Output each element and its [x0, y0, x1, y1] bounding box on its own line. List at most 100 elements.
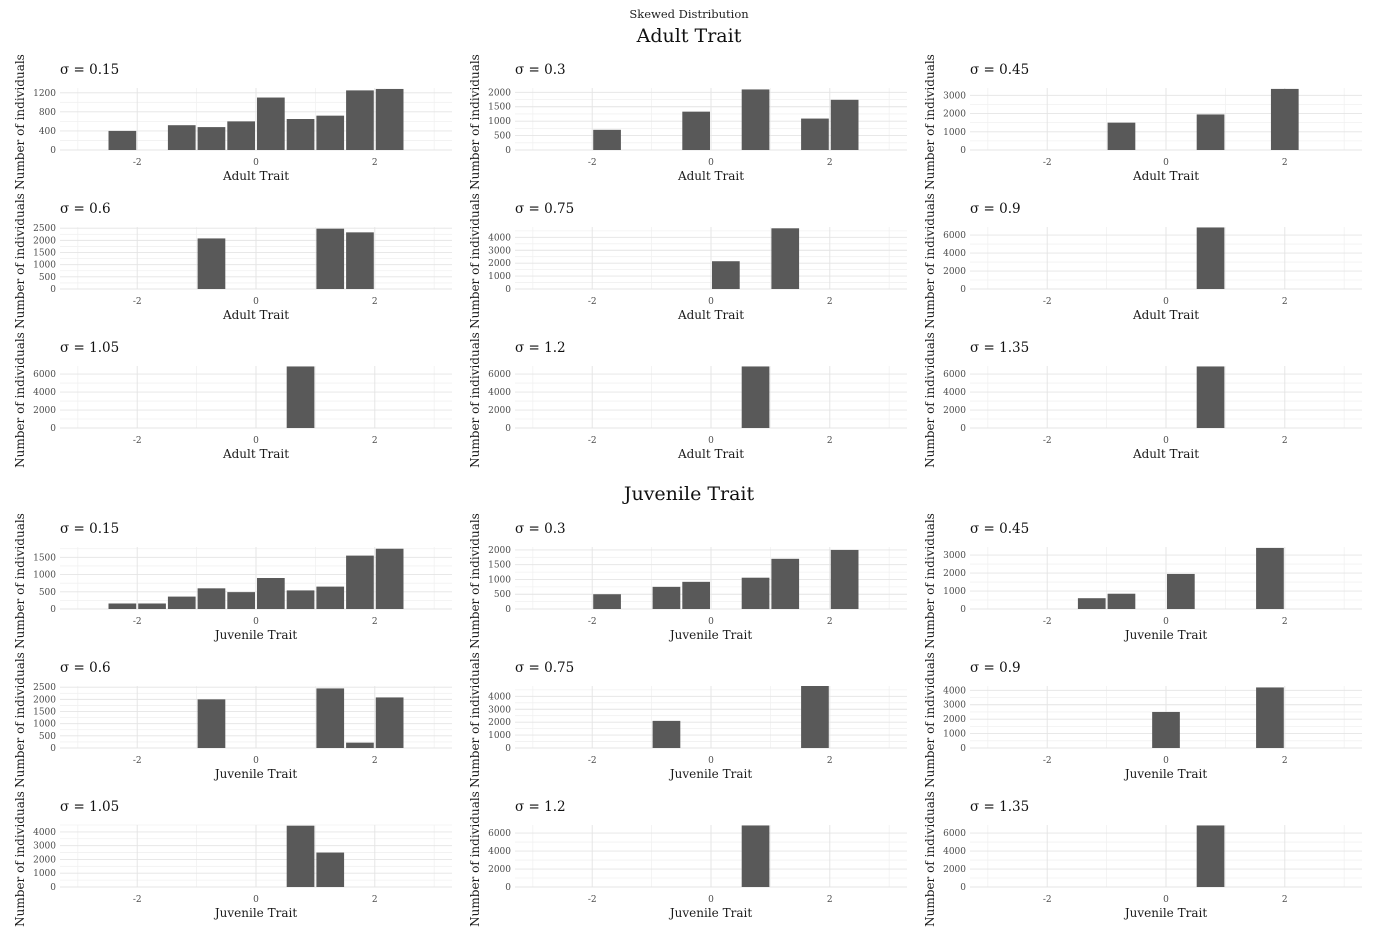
x-tick-label: 2 — [1282, 158, 1288, 168]
histogram-bar — [316, 115, 345, 150]
histogram-bar — [197, 238, 226, 289]
panel-juvenile-5: 0 1000 2000 3000 4000 -2 0 2 σ = 0.75 Juvenile Tr… — [468, 652, 907, 788]
histogram-bar — [375, 88, 404, 150]
histogram-bar — [1152, 711, 1180, 748]
y-axis-label: Number of individuals — [468, 54, 482, 190]
y-tick-label: 4000 — [488, 847, 511, 857]
y-tick-label: 4000 — [943, 847, 966, 857]
histogram-bar — [1196, 227, 1225, 289]
histogram-bar — [227, 121, 255, 150]
histogram-bar — [741, 825, 770, 887]
histogram-bar — [771, 558, 800, 609]
y-tick-label: 2000 — [943, 110, 966, 120]
y-tick-label: 0 — [505, 605, 511, 615]
histogram-bar — [167, 125, 196, 150]
x-axis-label: Adult Trait — [1132, 308, 1199, 322]
panel-title: σ = 1.2 — [515, 799, 566, 815]
x-tick-label: -2 — [588, 297, 597, 307]
y-axis-label: Number of individuals — [13, 54, 27, 190]
y-tick-label: 4000 — [33, 828, 56, 838]
histogram-bar — [652, 586, 681, 609]
y-axis-label: Number of individuals — [468, 193, 482, 329]
histogram-bar — [286, 119, 315, 150]
x-tick-label: 0 — [1163, 617, 1169, 627]
section-title-adult: Adult Trait — [636, 25, 742, 47]
x-tick-label: 2 — [1282, 297, 1288, 307]
section-title-juvenile: Juvenile Trait — [622, 483, 755, 505]
x-axis-label: Juvenile Trait — [668, 906, 752, 920]
y-tick-label: 4000 — [943, 388, 966, 398]
histogram-bar — [197, 699, 226, 748]
y-tick-label: 800 — [39, 108, 56, 118]
panel-adult-4: 0 500 1000 1500 2000 2500 -2 0 2 σ = 0.6 Adult Tra… — [13, 193, 452, 329]
y-tick-label: 0 — [505, 744, 511, 754]
x-axis-label: Adult Trait — [222, 169, 289, 183]
y-tick-label: 4000 — [488, 388, 511, 398]
y-tick-label: 500 — [39, 588, 56, 598]
x-tick-label: -2 — [588, 895, 597, 905]
y-axis-label: Number of individuals — [923, 513, 937, 649]
x-axis-label: Juvenile Trait — [213, 628, 297, 642]
y-axis-label: Number of individuals — [923, 54, 937, 190]
x-tick-label: 2 — [372, 617, 378, 627]
x-tick-label: 2 — [372, 756, 378, 766]
histogram-bar — [1167, 573, 1195, 609]
y-tick-label: 6000 — [488, 829, 511, 839]
y-tick-label: 2000 — [943, 406, 966, 416]
y-tick-label: 4000 — [943, 686, 966, 696]
y-tick-label: 1000 — [488, 272, 511, 282]
panel-title: σ = 1.05 — [60, 340, 119, 356]
x-tick-label: 2 — [1282, 756, 1288, 766]
y-axis-label: Number of individuals — [923, 652, 937, 788]
y-tick-label: 500 — [494, 590, 511, 600]
histogram-bar — [1270, 88, 1299, 150]
y-tick-label: 2000 — [488, 718, 511, 728]
histogram-bar — [375, 548, 404, 609]
y-tick-label: 2000 — [943, 865, 966, 875]
y-tick-label: 0 — [505, 883, 511, 893]
panel-title: σ = 0.75 — [515, 201, 574, 217]
x-tick-label: -2 — [588, 436, 597, 446]
y-tick-label: 6000 — [943, 231, 966, 241]
x-tick-label: -2 — [588, 617, 597, 627]
y-tick-label: 2000 — [488, 865, 511, 875]
y-tick-label: 500 — [494, 132, 511, 142]
histogram-bar — [138, 603, 166, 609]
panel-juvenile-1: 0 500 1000 1500 -2 0 2 σ = 0.15 Juvenile Trait Nu… — [13, 513, 452, 649]
y-tick-label: 4000 — [943, 249, 966, 259]
x-tick-label: 0 — [708, 436, 714, 446]
y-tick-label: 6000 — [943, 829, 966, 839]
y-axis-label: Number of individuals — [923, 332, 937, 468]
y-tick-label: 3000 — [33, 842, 56, 852]
x-axis-label: Adult Trait — [222, 308, 289, 322]
y-tick-label: 3000 — [943, 91, 966, 101]
y-tick-label: 2000 — [488, 259, 511, 269]
y-tick-label: 2500 — [33, 683, 56, 693]
x-tick-label: -2 — [133, 617, 142, 627]
histogram-bar — [108, 130, 137, 150]
y-tick-label: 1000 — [33, 261, 56, 271]
panel-adult-9: 0 2000 4000 6000 -2 0 2 σ = 1.35 Adult Trait Numb… — [923, 332, 1362, 468]
histogram-bar — [257, 97, 285, 150]
x-tick-label: 2 — [827, 617, 833, 627]
y-tick-label: 0 — [505, 285, 511, 295]
y-tick-label: 1000 — [33, 571, 56, 581]
y-axis-label: Number of individuals — [13, 332, 27, 468]
panel-juvenile-2: 0 500 1000 1500 2000 -2 0 2 σ = 0.3 Juvenile Trai… — [468, 513, 907, 649]
panel-juvenile-3: 0 1000 2000 3000 -2 0 2 σ = 0.45 Juvenile Trait N… — [923, 513, 1362, 649]
y-tick-label: 3000 — [943, 551, 966, 561]
y-tick-label: 500 — [39, 273, 56, 283]
x-axis-label: Adult Trait — [1132, 447, 1199, 461]
y-tick-label: 2000 — [943, 267, 966, 277]
panel-title: σ = 0.9 — [970, 201, 1021, 217]
x-axis-label: Juvenile Trait — [1123, 767, 1207, 781]
y-tick-label: 0 — [960, 424, 966, 434]
histogram-bar — [257, 578, 285, 609]
y-axis-label: Number of individuals — [468, 652, 482, 788]
y-tick-label: 0 — [505, 146, 511, 156]
x-tick-label: -2 — [1043, 756, 1052, 766]
x-axis-label: Adult Trait — [677, 447, 744, 461]
x-tick-label: -2 — [133, 895, 142, 905]
y-axis-label: Number of individuals — [468, 791, 482, 927]
